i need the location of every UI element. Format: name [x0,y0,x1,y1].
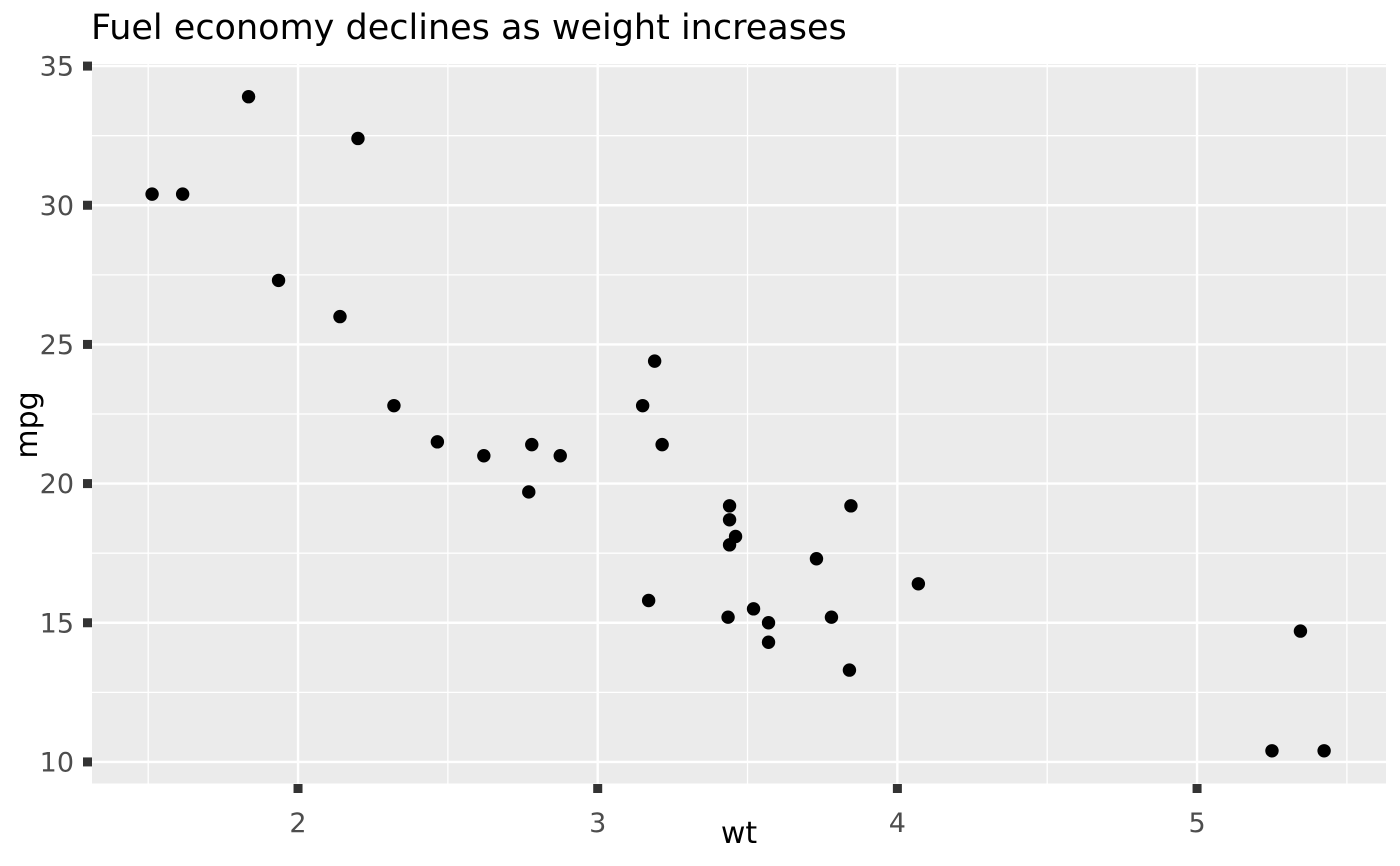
data-point [647,354,662,368]
x-axis-tick [1192,784,1202,793]
x-tick-label: 2 [289,808,306,839]
data-point [553,449,567,463]
y-axis-tick [83,479,92,489]
data-point [641,593,656,608]
y-tick-label: 10 [40,747,74,778]
data-point [271,273,286,288]
data-point [525,437,539,452]
data-point [477,449,491,463]
data-point [145,187,159,201]
data-point [1317,744,1331,758]
data-point [842,663,857,677]
y-tick-label: 35 [40,52,74,83]
data-point [175,187,190,201]
chart-title: Fuel economy declines as weight increase… [91,8,847,48]
data-point [844,499,858,513]
y-tick-label: 25 [40,330,74,361]
data-point [761,616,776,630]
y-axis-tick [83,200,92,210]
y-axis-tick [83,757,92,767]
data-point [1265,744,1279,758]
x-axis-tick [892,784,902,793]
data-point [241,90,256,104]
data-point [635,398,650,413]
panel-background [92,64,1386,784]
x-axis-tick [293,784,303,793]
y-tick-label: 15 [40,608,74,639]
y-tick-label: 30 [40,191,74,222]
data-point [809,552,824,566]
y-axis-tick [83,61,92,71]
data-point [722,499,737,513]
data-point [1293,624,1308,638]
x-tick-label: 5 [1188,808,1205,839]
data-point [761,635,776,649]
data-point [333,309,347,324]
data-point [387,398,401,413]
x-tick-label: 3 [589,808,606,839]
y-axis-tick [83,339,92,349]
data-point [721,610,735,624]
data-point [911,577,926,591]
y-axis-tick [83,618,92,628]
data-point [722,513,737,527]
data-point [430,435,445,449]
data-point [522,485,536,499]
y-tick-label: 20 [40,469,74,500]
data-point [655,437,669,452]
y-axis-title: mpg [10,391,45,459]
x-axis-tick [593,784,603,793]
data-point [351,131,365,146]
data-point [722,538,737,552]
data-point [824,610,839,624]
x-axis-title: wt [720,816,758,851]
data-point [746,602,761,616]
x-tick-label: 4 [889,808,906,839]
